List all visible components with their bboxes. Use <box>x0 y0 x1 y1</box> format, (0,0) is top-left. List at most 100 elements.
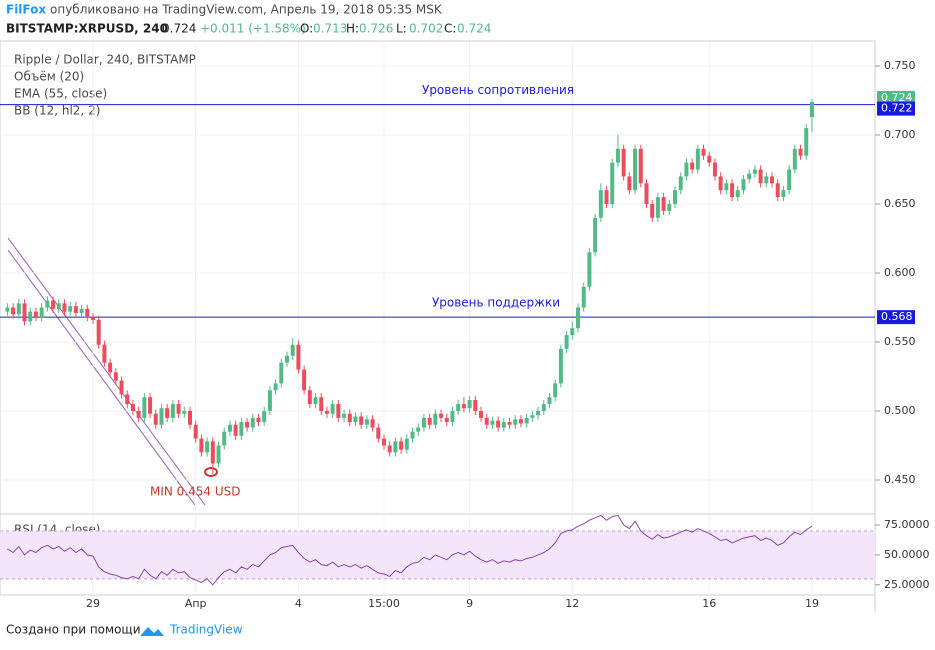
candle-body <box>96 319 101 345</box>
candle-body <box>73 306 78 314</box>
ohlc-label: L: <box>396 22 407 36</box>
published: опубликовано на TradingView.com, Апрель … <box>50 3 443 17</box>
candle-body <box>473 399 478 411</box>
candle-body <box>330 404 335 414</box>
candle-body <box>490 420 495 425</box>
candle-body <box>159 408 164 425</box>
brand-logo <box>140 627 164 636</box>
candle-body <box>102 344 107 363</box>
candle-body <box>130 404 135 411</box>
candle-body <box>387 445 392 453</box>
x-tick-label: 9 <box>466 597 473 610</box>
candle-body <box>650 204 655 218</box>
candle-body <box>615 148 620 163</box>
candle-body <box>724 183 729 191</box>
candle-body <box>222 431 227 446</box>
candle-body <box>302 369 307 391</box>
candle-body <box>809 101 814 118</box>
candle-body <box>342 413 347 418</box>
price-tag <box>877 310 915 325</box>
candle-body <box>68 306 73 312</box>
ohlc-value: 0.726 <box>359 22 393 36</box>
candle-body <box>638 148 643 184</box>
candle-body <box>91 317 95 320</box>
candle-body <box>267 390 272 411</box>
candle-body <box>741 179 746 191</box>
candle-body <box>193 424 198 439</box>
candle-body <box>587 252 592 287</box>
candle-body <box>484 417 489 425</box>
candle-body <box>678 176 683 191</box>
candle-body <box>11 307 16 315</box>
last-price: 0.724 <box>162 22 196 36</box>
x-tick-label: 12 <box>565 597 579 610</box>
author: FilFox <box>6 3 46 17</box>
legend-entry: Объём (20) <box>14 70 84 84</box>
candle-body <box>113 372 118 381</box>
candle-body <box>119 380 124 395</box>
candle-body <box>45 300 50 308</box>
x-tick-label: Апр <box>185 597 207 610</box>
level-label: Уровень поддержки <box>432 296 560 310</box>
candle-body <box>718 176 723 191</box>
candle-body <box>39 307 44 318</box>
candle-body <box>541 404 546 411</box>
candle-body <box>792 148 797 170</box>
candle-body <box>456 404 461 411</box>
candle-body <box>667 204 672 211</box>
candle-body <box>530 415 535 418</box>
candle-body <box>644 183 649 205</box>
price-tag-label: 0.722 <box>881 102 913 115</box>
candle-body <box>735 190 740 198</box>
x-tick-label: 4 <box>295 597 302 610</box>
candle-body <box>364 419 369 425</box>
rsi-line <box>7 514 813 586</box>
candle-body <box>142 397 147 418</box>
legend-entry: EMA (55, close) <box>14 87 107 101</box>
candle-body <box>467 399 472 409</box>
candle-body <box>176 404 181 414</box>
candle-body <box>781 190 786 198</box>
candle-body <box>558 348 563 384</box>
candle-body <box>524 417 529 424</box>
candle-body <box>33 311 38 318</box>
candle-body <box>775 183 780 198</box>
candle-body <box>370 419 375 428</box>
candle-body <box>262 410 267 423</box>
candle-body <box>712 162 717 177</box>
x-tick-label: 29 <box>86 597 100 610</box>
candle-body <box>673 190 678 205</box>
candle-body <box>273 383 278 391</box>
candle-body <box>153 413 158 425</box>
candle-body <box>433 413 438 425</box>
candle-body <box>507 422 512 425</box>
candle-body <box>604 190 609 205</box>
candle-body <box>747 173 752 180</box>
candle-body <box>690 162 695 170</box>
candle-body <box>410 431 415 439</box>
price-tag <box>877 101 915 116</box>
candle-body <box>199 438 204 453</box>
candle-body <box>444 417 449 423</box>
candle-body <box>707 155 712 163</box>
candle-body <box>752 169 757 174</box>
candle-body <box>536 410 541 416</box>
brand: TradingView <box>169 623 243 637</box>
candle-body <box>256 417 261 423</box>
candle-body <box>22 303 27 322</box>
candle-body <box>764 176 769 184</box>
price-tag-label: 0.568 <box>881 310 913 323</box>
candle-body <box>290 344 295 356</box>
candle-body <box>347 413 352 423</box>
candle-body <box>684 162 689 177</box>
candle-body <box>553 383 558 398</box>
candle-body <box>205 441 210 453</box>
candle-body <box>798 148 803 156</box>
candle-body <box>804 128 809 156</box>
ohlc-value: 0.713 <box>313 22 347 36</box>
trend-line <box>7 237 206 506</box>
ohlc-label: O: <box>300 22 313 36</box>
candle-body <box>16 303 21 315</box>
candle-body <box>136 410 141 418</box>
